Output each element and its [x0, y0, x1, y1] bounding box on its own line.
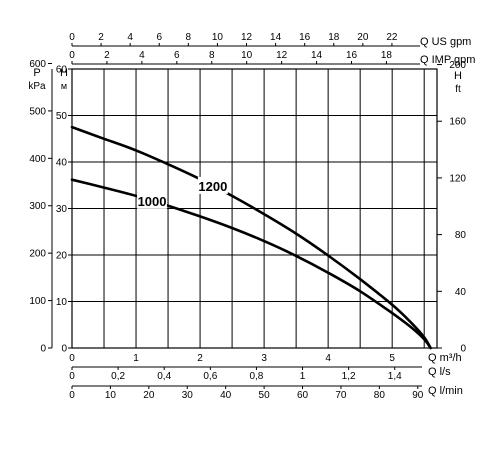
bottom-axis-tick-label: 0,6	[203, 371, 217, 382]
bottom-axis-tick-label: 60	[297, 390, 309, 401]
top-axis-tick-label: 2	[104, 50, 110, 61]
top-axis-tick-label: 8	[186, 32, 192, 43]
bottom-axis-title: Q l/s	[428, 366, 451, 378]
pressure-axis-symbol: P	[33, 67, 40, 79]
ft-axis-tick-label: 80	[455, 230, 467, 241]
ft-axis-tick-label: 200	[449, 60, 466, 71]
bottom-axis-tick-label: 1,4	[388, 371, 402, 382]
head-axis-tick-label: 0	[61, 344, 67, 355]
pressure-axis-tick-label: 400	[29, 154, 46, 165]
performance-curves: 1200 1000	[70, 125, 432, 350]
pressure-axis-unit: kPa	[28, 81, 46, 92]
bottom-axis-tick-label: 0	[69, 353, 75, 364]
bottom-axis-tick-label: 0,8	[249, 371, 263, 382]
bottom-axis-tick-label: 1	[300, 371, 306, 382]
bottom-axis-tick-label: 90	[412, 390, 424, 401]
bottom-axis-tick-label: 70	[335, 390, 347, 401]
head-axis-tick-label: 40	[56, 158, 68, 169]
top-axis-tick-label: 10	[241, 50, 253, 61]
curve-label-1200: 1200	[198, 179, 227, 194]
pressure-axis-tick-label: 600	[29, 59, 46, 70]
top-axis-tick-label: 12	[241, 32, 253, 43]
top-axis-tick-label: 20	[357, 32, 369, 43]
ft-axis-tick-label: 40	[455, 287, 467, 298]
head-axis-symbol: H	[60, 67, 68, 79]
pressure-axis-tick-label: 200	[29, 249, 46, 260]
top-axis-tick-label: 4	[139, 50, 145, 61]
top-axis-tick-label: 0	[69, 32, 75, 43]
top-axis-tick-label: 12	[276, 50, 288, 61]
bottom-axis-tick-label: 0	[69, 390, 75, 401]
top-axis-tick-label: 18	[328, 32, 340, 43]
bottom-axis-tick-label: 0,2	[111, 371, 125, 382]
head-axis-unit: м	[61, 81, 67, 91]
ft-axis-unit: ft	[455, 84, 461, 95]
top-axis-tick-label: 14	[311, 50, 323, 61]
bottom-axis-tick-label: 40	[220, 390, 232, 401]
ft-axis-tick-label: 120	[449, 173, 466, 184]
top-axis-tick-label: 6	[174, 50, 180, 61]
head-axis-tick-label: 10	[56, 297, 68, 308]
top-axis-title: Q IMP gpm	[420, 54, 475, 66]
top-axis-tick-label: 22	[386, 32, 398, 43]
bottom-axis-tick-label: 20	[143, 390, 155, 401]
ft-axis-tick-label: 0	[460, 344, 466, 355]
curve-label-background	[197, 176, 228, 194]
head-axis-tick-label: 20	[56, 251, 68, 262]
top-axis-tick-label: 18	[381, 50, 393, 61]
bottom-axis-title: Q m³/h	[428, 352, 462, 364]
bottom-axis-tick-label: 0,4	[157, 371, 171, 382]
curve-1200	[70, 125, 432, 350]
top-axis-tick-label: 8	[209, 50, 215, 61]
top-axis-tick-label: 4	[127, 32, 133, 43]
bottom-axis-tick-label: 1	[133, 353, 139, 364]
top-axis-tick-label: 16	[346, 50, 358, 61]
bottom-axis-tick-label: 0	[69, 371, 75, 382]
bottom-axis-tick-label: 3	[261, 353, 267, 364]
curve-label-background	[137, 191, 168, 209]
curve-label-1000: 1000	[138, 194, 167, 209]
head-axis-tick-label: 50	[56, 111, 68, 122]
curve-1000	[70, 178, 432, 350]
bottom-axis-tick-label: 5	[389, 353, 395, 364]
bottom-axis-tick-label: 2	[197, 353, 203, 364]
pressure-axis-tick-label: 300	[29, 201, 46, 212]
bottom-axis-tick-label: 4	[325, 353, 331, 364]
head-axis-tick-label: 60	[56, 65, 68, 76]
top-axis-title: Q US gpm	[420, 36, 471, 48]
bottom-axis-title: Q l/min	[428, 385, 463, 397]
bottom-axis-tick-label: 50	[259, 390, 271, 401]
pressure-axis-tick-label: 0	[40, 344, 46, 355]
top-axis-tick-label: 10	[212, 32, 224, 43]
bottom-axis-tick-label: 30	[182, 390, 194, 401]
top-axis-tick-label: 2	[98, 32, 104, 43]
top-axis-tick-label: 14	[270, 32, 282, 43]
bottom-axis-tick-label: 1,2	[342, 371, 356, 382]
top-axis-tick-label: 16	[299, 32, 311, 43]
bottom-axis-tick-label: 80	[374, 390, 386, 401]
ft-axis-symbol: H	[454, 70, 462, 82]
bottom-axis-tick-label: 10	[105, 390, 117, 401]
top-axis-tick-label: 6	[156, 32, 162, 43]
top-axis-tick-label: 0	[69, 50, 75, 61]
head-axis-tick-label: 30	[56, 204, 68, 215]
pressure-axis-tick-label: 500	[29, 106, 46, 117]
pressure-axis-tick-label: 100	[29, 296, 46, 307]
ft-axis-tick-label: 160	[449, 117, 466, 128]
